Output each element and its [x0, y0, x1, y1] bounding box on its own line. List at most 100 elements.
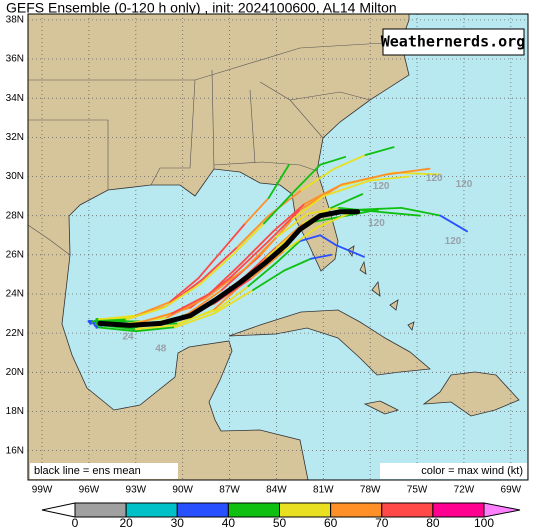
grid: 38N 36N 34N 32N 30N 28N 26N 24N 22N 20N 18N 16N 99W 9… — [6, 14, 528, 496]
colorbar-tick-label: 0 — [72, 516, 79, 530]
member-track-segment — [291, 195, 325, 221]
member-track-segment — [275, 240, 301, 264]
lat-label: 36N — [6, 54, 24, 65]
member-track-segment — [263, 189, 297, 225]
member-start — [93, 323, 97, 327]
member-track-segment — [95, 316, 134, 321]
member-track-segment — [200, 246, 239, 282]
colorbar-tick-label: 30 — [171, 516, 185, 530]
colorbar-tick-label: 80 — [426, 516, 440, 530]
member-track-segment — [173, 312, 215, 329]
cuba — [228, 309, 431, 376]
member-track-segment — [283, 226, 318, 252]
colorbar: 0 20 30 40 50 60 70 80 100 — [41, 502, 521, 530]
member-track-segment — [294, 163, 322, 192]
member-track-segment — [303, 183, 343, 205]
lat-label: 30N — [6, 171, 24, 182]
lat-label: 28N — [6, 210, 24, 221]
member-track-segment — [272, 203, 306, 233]
member-track-segment — [247, 261, 278, 288]
member-track-segment — [89, 318, 128, 323]
member-track-segment — [197, 250, 223, 280]
member-track-segment — [319, 234, 337, 246]
lon-label: 69W — [501, 485, 522, 496]
member-track-segment — [364, 146, 395, 156]
lon-label: 99W — [32, 485, 53, 496]
member-track-segment — [134, 312, 173, 325]
member-track-segment — [306, 206, 340, 215]
legend-box — [30, 463, 178, 479]
lon-label: 78W — [360, 485, 381, 496]
colorbar-tick-label: 70 — [375, 516, 389, 530]
colorbar-above — [483, 502, 521, 518]
member-track-segment — [244, 236, 278, 270]
member-start — [89, 321, 92, 325]
puerto-rico — [527, 397, 528, 411]
country-border — [28, 224, 71, 256]
lon-label: 75W — [407, 485, 428, 496]
colorbar-segment — [381, 502, 434, 518]
member-track-segment — [266, 234, 293, 258]
state-border — [289, 91, 371, 101]
hour-label: 120 — [445, 236, 462, 247]
member-track-segment — [125, 306, 165, 321]
state-border — [28, 119, 109, 190]
legend-text: color = max wind (kt) — [421, 465, 523, 477]
member-start — [92, 321, 96, 325]
lat-label: 24N — [6, 289, 24, 300]
member-track-segment — [267, 208, 301, 243]
lon-label: 81W — [313, 485, 334, 496]
member-track-segment — [208, 261, 243, 295]
member-track-segment — [377, 210, 422, 217]
member-track-segment — [220, 222, 247, 252]
hour-label: 120 — [368, 218, 385, 229]
member-track-segment — [283, 257, 312, 272]
member-track-segment — [334, 244, 365, 258]
land-layer — [28, 14, 528, 480]
member-track-segment — [384, 167, 431, 176]
lon-label: 84W — [266, 485, 287, 496]
tracks: 24 48 120 120 120 120 120 — [87, 146, 473, 354]
state-border — [211, 69, 215, 170]
hour-label: 24 — [122, 332, 134, 343]
member-track-segment — [322, 179, 372, 197]
bahamas — [347, 245, 415, 331]
lat-label: 34N — [6, 93, 24, 104]
member-track-segment — [163, 283, 201, 309]
lat-label: 18N — [6, 406, 24, 417]
state-border — [249, 89, 256, 164]
colorbar-segment — [227, 502, 280, 518]
colorbar-segment — [432, 502, 485, 518]
member-track-segment — [231, 222, 265, 256]
member-track-segment — [169, 277, 200, 303]
member-track-segment — [205, 267, 247, 299]
member-track-segment — [228, 240, 270, 280]
legend-text: black line = ens mean — [34, 465, 141, 477]
colorbar-tick-label: 100 — [474, 516, 494, 530]
member-track-segment — [170, 293, 211, 315]
member-track-segment — [177, 308, 218, 325]
member-track-segment — [319, 156, 347, 166]
member-track-segment — [252, 269, 286, 291]
lat-label: 16N — [6, 445, 24, 456]
lon-label: 93W — [126, 485, 147, 496]
lon-label: 96W — [79, 485, 100, 496]
member-track-segment — [95, 326, 137, 333]
state-border — [150, 79, 196, 186]
colorbar-tick-label: 50 — [273, 516, 287, 530]
member-track-segment — [300, 167, 336, 192]
member-track-segment — [275, 212, 309, 239]
member-track-segment — [400, 206, 442, 217]
member-track-segment — [250, 250, 286, 280]
colorbar-tick-label: 40 — [222, 516, 236, 530]
member-track-segment — [134, 326, 176, 333]
colorbar-segment — [279, 502, 332, 518]
colorbar-tick-label: 60 — [324, 516, 338, 530]
title: GEFS Ensemble (0-120 h only) , init: 202… — [6, 0, 397, 16]
colorbar-segment — [176, 502, 229, 518]
watermark-box — [382, 28, 525, 56]
member-track-segment — [134, 300, 172, 317]
lat-label: 26N — [6, 249, 24, 260]
member-track-segment — [341, 173, 387, 186]
